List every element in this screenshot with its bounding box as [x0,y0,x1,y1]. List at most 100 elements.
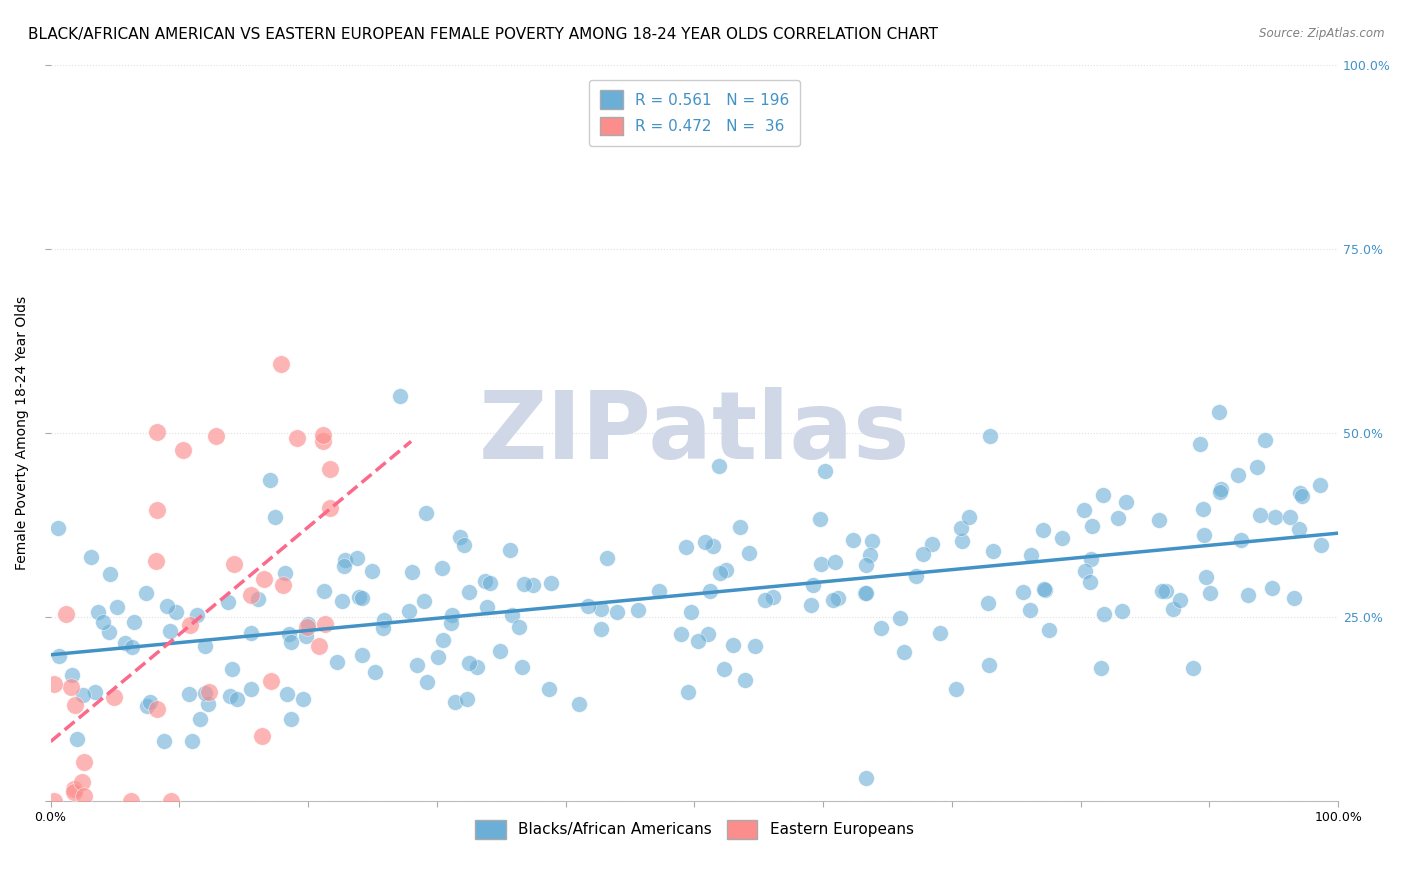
Point [179,618,201,632]
Y-axis label: Female Poverty Among 18-24 Year Olds: Female Poverty Among 18-24 Year Olds [15,295,30,570]
Point [250,729,273,743]
Point [508,620,530,634]
Point [478,576,501,591]
Point [295,629,318,643]
Point [48,649,70,664]
Point [842,533,865,547]
Point [60,680,83,694]
Point [1211,482,1233,496]
Point [308,639,330,653]
Point [193,686,215,700]
Point [1208,405,1230,419]
Point [1161,602,1184,616]
Point [1282,591,1305,606]
Point [146,425,169,440]
Point [124,615,146,629]
Point [427,650,450,665]
Point [280,634,302,648]
Point [97,624,120,639]
Point [240,681,263,696]
Point [675,540,697,554]
Point [1111,604,1133,618]
Point [458,585,481,599]
Point [1092,607,1115,621]
Point [172,442,194,457]
Point [686,633,709,648]
Point [1191,502,1213,516]
Point [1019,603,1042,617]
Point [1288,522,1310,536]
Point [135,585,157,599]
Point [859,548,882,562]
Point [87,606,110,620]
Point [456,692,478,706]
Point [73,789,96,803]
Point [259,473,281,487]
Point [145,502,167,516]
Point [1226,468,1249,483]
Point [1032,582,1054,597]
Point [194,639,217,653]
Point [91,615,114,629]
Point [221,662,243,676]
Point [1115,495,1137,509]
Point [606,605,628,619]
Point [440,615,463,630]
Point [1278,509,1301,524]
Point [188,712,211,726]
Point [325,655,347,669]
Point [1154,583,1177,598]
Point [489,644,512,658]
Point [63,785,86,799]
Point [474,574,496,589]
Point [114,636,136,650]
Point [1195,570,1218,584]
Point [803,578,825,592]
Point [695,534,717,549]
Point [813,464,835,478]
Point [453,537,475,551]
Point [1090,661,1112,675]
Point [1073,503,1095,517]
Point [827,591,849,605]
Point [596,551,619,566]
Point [197,685,219,699]
Point [247,592,270,607]
Point [314,617,336,632]
Point [1038,623,1060,637]
Point [1033,582,1056,597]
Point [165,605,187,619]
Point [319,462,342,476]
Point [264,510,287,524]
Text: Source: ZipAtlas.com: Source: ZipAtlas.com [1260,27,1385,40]
Point [364,665,387,679]
Point [589,601,612,615]
Point [1168,593,1191,607]
Point [98,567,121,582]
Point [312,427,335,442]
Point [226,692,249,706]
Point [224,557,246,571]
Point [138,695,160,709]
Point [135,698,157,713]
Point [510,660,533,674]
Point [63,698,86,713]
Point [121,794,143,808]
Point [440,607,463,622]
Point [1050,531,1073,545]
Point [568,697,591,711]
Point [62,781,84,796]
Point [716,563,738,577]
Point [738,546,761,560]
Point [905,569,928,583]
Point [347,591,370,605]
Point [412,594,434,608]
Point [1236,588,1258,602]
Point [371,621,394,635]
Point [1150,584,1173,599]
Point [709,566,731,580]
Point [522,578,544,592]
Point [762,591,785,605]
Point [105,600,128,615]
Point [401,565,423,579]
